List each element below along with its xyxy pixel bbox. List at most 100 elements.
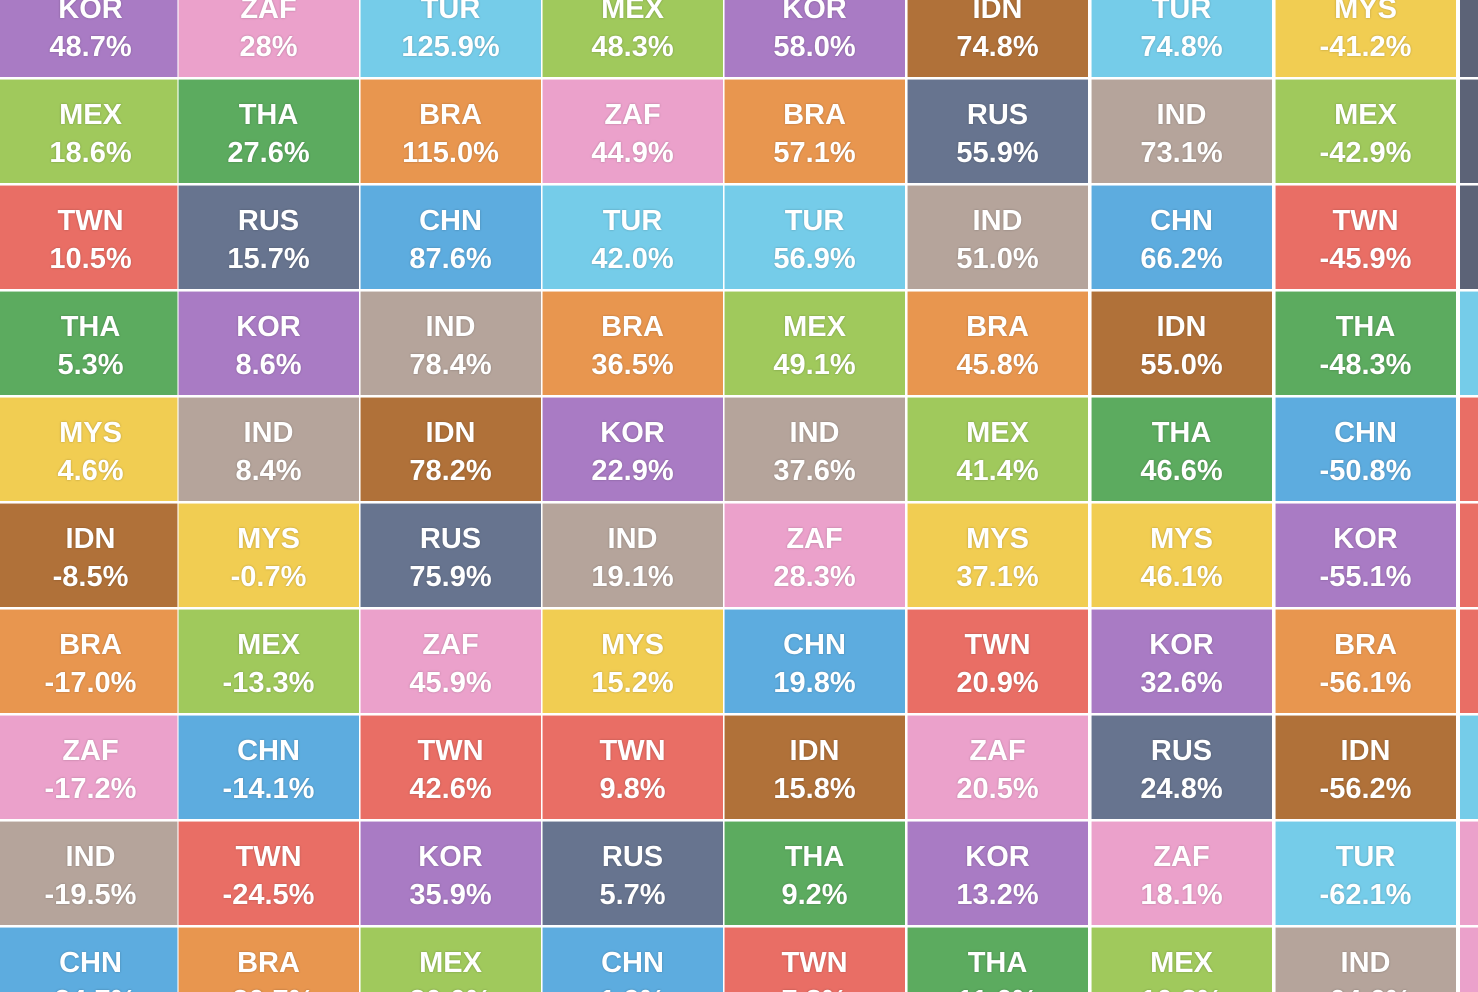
cell-mex: MEX 48.3% bbox=[542, 0, 723, 77]
country-code-label: BRA bbox=[783, 99, 846, 131]
country-code-label: IND bbox=[243, 417, 294, 449]
column-separator bbox=[177, 0, 179, 992]
row-separator bbox=[0, 608, 1478, 610]
cell-tha: THA 9.2% bbox=[724, 821, 905, 925]
return-value-label: 15.7% bbox=[227, 243, 310, 275]
return-value-label: 8.6% bbox=[235, 349, 302, 381]
country-code-label: TUR bbox=[420, 0, 481, 25]
return-value-label: 51.0% bbox=[956, 243, 1039, 275]
cell-mys: MYS 15.2% bbox=[542, 609, 723, 713]
country-code-label: BRA bbox=[966, 311, 1029, 343]
return-value-label: -55.1% bbox=[1319, 561, 1412, 593]
cell-idn: IDN 78.2% bbox=[360, 397, 541, 501]
cell-idn: IDN -56.2% bbox=[1275, 715, 1456, 819]
cell-chn: CHN 66.2% bbox=[1091, 185, 1272, 289]
cell-mex: MEX 18.6% bbox=[0, 79, 181, 183]
country-code-label: RUS bbox=[1150, 735, 1213, 767]
return-value-label: 45.9% bbox=[409, 667, 492, 699]
return-value-label: 22.9% bbox=[591, 455, 674, 487]
country-code-label: IND bbox=[65, 841, 116, 873]
country-code-label: IDN bbox=[789, 735, 840, 767]
return-value-label: 42.6% bbox=[409, 773, 492, 805]
row-separator bbox=[0, 926, 1478, 928]
cell-twn: TWN 9.8% bbox=[542, 715, 723, 819]
country-code-label: TUR bbox=[1151, 0, 1212, 25]
cell-ind: IND -19.5% bbox=[0, 821, 181, 925]
cell-chn: CHN -24.7% bbox=[0, 927, 181, 992]
country-code-label: TUR bbox=[1335, 841, 1396, 873]
country-code-label: ZAF bbox=[1153, 841, 1210, 873]
return-value-label: 73.1% bbox=[1140, 137, 1223, 169]
country-code-label: TWN bbox=[1332, 205, 1399, 237]
cell-mys: MYS -41.2% bbox=[1275, 0, 1456, 77]
edge-column-cell bbox=[1460, 821, 1478, 925]
return-value-label: -56.2% bbox=[1319, 773, 1412, 805]
return-value-label: 7.8% bbox=[724, 985, 905, 992]
country-code-label: RUS bbox=[419, 523, 482, 555]
country-code-label: IND bbox=[607, 523, 658, 555]
country-code-label: CHN bbox=[601, 947, 664, 979]
cell-mys: MYS 37.1% bbox=[907, 503, 1088, 607]
cell-mex: MEX 41.4% bbox=[907, 397, 1088, 501]
return-value-label: 74.8% bbox=[1140, 31, 1223, 63]
return-value-label: -50.8% bbox=[1319, 455, 1412, 487]
return-value-label: -24.5% bbox=[222, 879, 315, 911]
row-separator bbox=[0, 78, 1478, 80]
cell-idn: IDN -8.5% bbox=[0, 503, 181, 607]
return-value-label: 57.1% bbox=[773, 137, 856, 169]
cell-idn: IDN 55.0% bbox=[1091, 291, 1272, 395]
return-value-label: 1.9% bbox=[542, 985, 723, 992]
row-separator bbox=[0, 502, 1478, 504]
country-code-label: KOR bbox=[1333, 523, 1398, 555]
cell-mys: MYS -0.7% bbox=[178, 503, 359, 607]
cell-zaf: ZAF 18.1% bbox=[1091, 821, 1272, 925]
cell-bra: BRA -30.7% bbox=[178, 927, 359, 992]
return-value-label: -17.0% bbox=[44, 667, 137, 699]
return-value-label: 48.3% bbox=[591, 31, 674, 63]
return-value-label: 11.6% bbox=[907, 985, 1088, 992]
country-code-label: MEX bbox=[419, 947, 482, 979]
return-value-label: 19.8% bbox=[773, 667, 856, 699]
return-value-label: -45.9% bbox=[1319, 243, 1412, 275]
country-code-label: KOR bbox=[1149, 629, 1214, 661]
country-code-label: KOR bbox=[782, 0, 847, 25]
return-value-label: 48.7% bbox=[49, 31, 132, 63]
return-value-label: -41.2% bbox=[1319, 31, 1412, 63]
return-value-label: -8.5% bbox=[52, 561, 129, 593]
cell-tur: TUR 42.0% bbox=[542, 185, 723, 289]
country-code-label: BRA bbox=[59, 629, 122, 661]
edge-column-cell bbox=[1460, 397, 1478, 501]
country-code-label: BRA bbox=[237, 947, 300, 979]
return-value-label: 37.1% bbox=[956, 561, 1039, 593]
cell-chn: CHN -50.8% bbox=[1275, 397, 1456, 501]
cell-twn: TWN 42.6% bbox=[360, 715, 541, 819]
cell-mex: MEX 10.8% bbox=[1091, 927, 1272, 992]
return-value-label: 44.9% bbox=[591, 137, 674, 169]
country-code-label: CHN bbox=[783, 629, 846, 661]
country-code-label: MYS bbox=[1334, 0, 1397, 25]
country-code-label: TWN bbox=[964, 629, 1031, 661]
cell-mex: MEX -13.3% bbox=[178, 609, 359, 713]
cell-bra: BRA -56.1% bbox=[1275, 609, 1456, 713]
return-value-label: 24.8% bbox=[1140, 773, 1223, 805]
country-code-label: IND bbox=[425, 311, 476, 343]
country-code-label: ZAF bbox=[969, 735, 1026, 767]
return-value-label: 56.9% bbox=[773, 243, 856, 275]
return-value-label: 75.9% bbox=[409, 561, 492, 593]
country-code-label: THA bbox=[60, 311, 121, 343]
country-code-label: ZAF bbox=[786, 523, 843, 555]
country-code-label: THA bbox=[1151, 417, 1212, 449]
return-value-label: 125.9% bbox=[401, 31, 500, 63]
country-code-label: IND bbox=[1156, 99, 1207, 131]
cell-mex: MEX 30.0% bbox=[360, 927, 541, 992]
country-code-label: MEX bbox=[966, 417, 1029, 449]
cell-zaf: ZAF 45.9% bbox=[360, 609, 541, 713]
country-code-label: ZAF bbox=[422, 629, 479, 661]
cell-idn: IDN 15.8% bbox=[724, 715, 905, 819]
cell-kor: KOR 35.9% bbox=[360, 821, 541, 925]
return-value-label: 20.5% bbox=[956, 773, 1039, 805]
country-code-label: IND bbox=[789, 417, 840, 449]
row-separator bbox=[0, 396, 1478, 398]
country-code-label: TWN bbox=[235, 841, 302, 873]
column-separator bbox=[359, 0, 361, 992]
